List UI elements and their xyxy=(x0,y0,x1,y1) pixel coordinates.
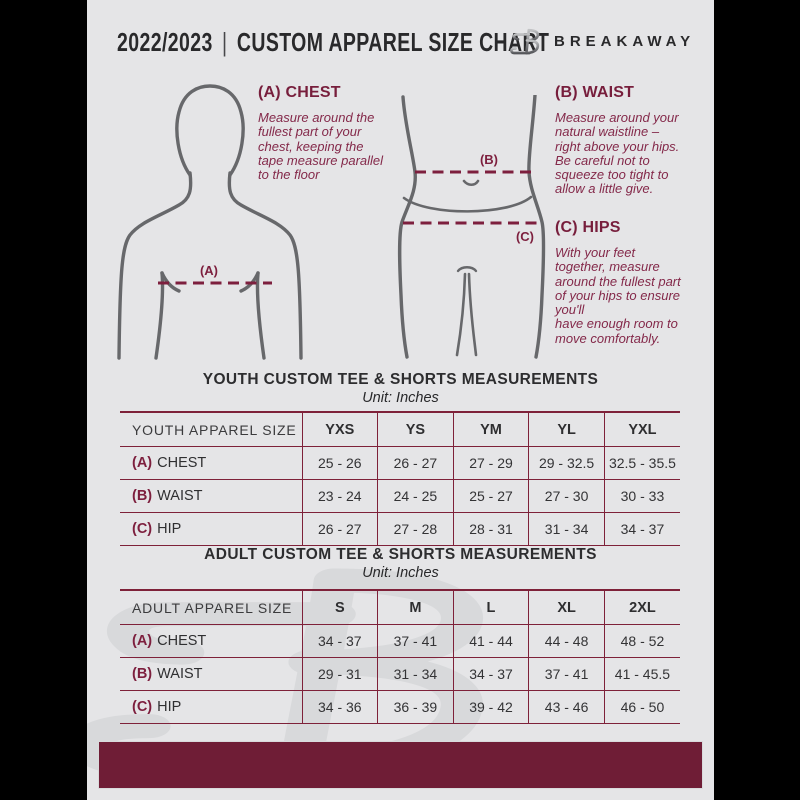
size-chart-page: 2022/2023 | CUSTOM APPAREL SIZE CHART BREA… xyxy=(87,0,714,800)
column-header: YXL xyxy=(603,412,680,447)
table-header-row: ADULT APPAREL SIZE S M L XL 2XL xyxy=(120,590,680,625)
row-marker: (B) xyxy=(132,666,153,682)
chest-measurement-figure: (A) xyxy=(117,84,303,360)
row-label: (A) CHEST xyxy=(132,455,207,471)
row-marker: (C) xyxy=(132,699,153,715)
title-separator: | xyxy=(222,28,228,58)
size-cell: 34 - 36 xyxy=(301,690,378,724)
row-label: (A) CHEST xyxy=(132,633,207,649)
row-marker: (A) xyxy=(132,633,153,649)
size-cell: 23 - 24 xyxy=(301,479,378,513)
row-label: (B) WAIST xyxy=(132,488,203,504)
row-label: (C) HIP xyxy=(132,699,182,715)
youth-unit-label: Unit: Inches xyxy=(362,390,439,406)
size-cell: 32.5 - 35.5 xyxy=(603,446,680,480)
row-marker: (C) xyxy=(132,521,153,537)
hips-body-text: With your feet together, measure around … xyxy=(555,245,681,346)
size-cell: 37 - 41 xyxy=(528,657,605,691)
chest-heading: (A) CHEST xyxy=(258,84,341,101)
size-cell: 27 - 29 xyxy=(452,446,529,480)
column-header: L xyxy=(452,590,529,625)
size-cell: 34 - 37 xyxy=(603,512,680,546)
size-cell: 31 - 34 xyxy=(377,657,454,691)
column-header: YXS xyxy=(301,412,378,447)
table-row: (B) WAIST 23 - 24 24 - 25 25 - 27 27 - 30… xyxy=(120,479,680,513)
size-cell: 24 - 25 xyxy=(377,479,454,513)
youth-section-title: YOUTH CUSTOM TEE & SHORTS MEASUREMENTS xyxy=(202,371,599,388)
row-marker: (A) xyxy=(132,455,153,471)
size-cell: 44 - 48 xyxy=(528,624,605,658)
row-label: (C) HIP xyxy=(132,521,182,537)
column-header: 2XL xyxy=(603,590,680,625)
row-marker: (B) xyxy=(132,488,153,504)
breakaway-logo-icon xyxy=(510,28,540,55)
brand-block: BREAKAWAY xyxy=(509,18,695,64)
size-cell: 48 - 52 xyxy=(603,624,680,658)
brand-name: BREAKAWAY xyxy=(554,32,696,50)
size-cell: 43 - 46 xyxy=(528,690,605,724)
size-cell: 26 - 27 xyxy=(377,446,454,480)
size-cell: 26 - 27 xyxy=(301,512,378,546)
size-cell: 37 - 41 xyxy=(377,624,454,658)
chest-instructions: (A) CHEST Measure around the fullest par… xyxy=(258,84,423,182)
season-label: 2022/2023 xyxy=(117,28,213,58)
adult-size-table: ADULT APPAREL SIZE S M L XL 2XL (A) CHEST… xyxy=(120,589,680,724)
table-row: (C) HIP 26 - 27 27 - 28 28 - 31 31 - 34 3… xyxy=(120,512,680,546)
footer-bar xyxy=(98,741,703,789)
size-cell: 25 - 26 xyxy=(301,446,378,480)
size-cell: 30 - 33 xyxy=(603,479,680,513)
size-cell: 27 - 28 xyxy=(377,512,454,546)
waist-instructions: (B) WAIST Measure around your natural wa… xyxy=(555,84,714,197)
table-row: (A) CHEST 34 - 37 37 - 41 41 - 44 44 - 48… xyxy=(120,624,680,658)
size-cell: 46 - 50 xyxy=(603,690,680,724)
column-header: YS xyxy=(377,412,454,447)
hips-line-label: (C) xyxy=(516,229,534,244)
column-header: ADULT APPAREL SIZE xyxy=(132,599,293,616)
column-header: YOUTH APPAREL SIZE xyxy=(132,421,297,438)
size-cell: 29 - 31 xyxy=(301,657,378,691)
size-cell: 34 - 37 xyxy=(452,657,529,691)
waist-line-label: (B) xyxy=(480,152,498,167)
chest-body-text: Measure around the fullest part of your … xyxy=(258,110,384,183)
table-header-row: YOUTH APPAREL SIZE YXS YS YM YL YXL xyxy=(120,412,680,447)
document-title: 2022/2023 | CUSTOM APPAREL SIZE CHART xyxy=(117,28,549,58)
hips-heading: (C) HIPS xyxy=(555,219,621,236)
size-cell: 34 - 37 xyxy=(301,624,378,658)
column-header: M xyxy=(377,590,454,625)
size-cell: 41 - 45.5 xyxy=(603,657,680,691)
waist-body-text: Measure around your natural waistline – … xyxy=(555,110,680,197)
size-cell: 28 - 31 xyxy=(452,512,529,546)
column-header: XL xyxy=(528,590,605,625)
hips-instructions: (C) HIPS With your feet together, measur… xyxy=(555,219,714,346)
table-row: (A) CHEST 25 - 26 26 - 27 27 - 29 29 - 32… xyxy=(120,446,680,480)
column-header: YL xyxy=(528,412,605,447)
size-cell: 39 - 42 xyxy=(452,690,529,724)
column-header: YM xyxy=(452,412,529,447)
size-cell: 36 - 39 xyxy=(377,690,454,724)
size-cell: 29 - 32.5 xyxy=(528,446,605,480)
size-cell: 27 - 30 xyxy=(528,479,605,513)
waist-hips-measurement-figure: (B) (C) xyxy=(397,95,546,359)
adult-unit-label: Unit: Inches xyxy=(362,565,439,581)
adult-section-title: ADULT CUSTOM TEE & SHORTS MEASUREMENTS xyxy=(204,546,597,563)
page-title: CUSTOM APPAREL SIZE CHART xyxy=(236,28,550,58)
table-row: (B) WAIST 29 - 31 31 - 34 34 - 37 37 - 41… xyxy=(120,657,680,691)
youth-size-table: YOUTH APPAREL SIZE YXS YS YM YL YXL (A) C… xyxy=(120,411,680,546)
row-label: (B) WAIST xyxy=(132,666,203,682)
size-cell: 41 - 44 xyxy=(452,624,529,658)
size-cell: 25 - 27 xyxy=(452,479,529,513)
table-row: (C) HIP 34 - 36 36 - 39 39 - 42 43 - 46 4… xyxy=(120,690,680,724)
chest-line-label: (A) xyxy=(200,263,218,278)
size-cell: 31 - 34 xyxy=(528,512,605,546)
column-header: S xyxy=(301,590,378,625)
waist-heading: (B) WAIST xyxy=(555,84,635,101)
